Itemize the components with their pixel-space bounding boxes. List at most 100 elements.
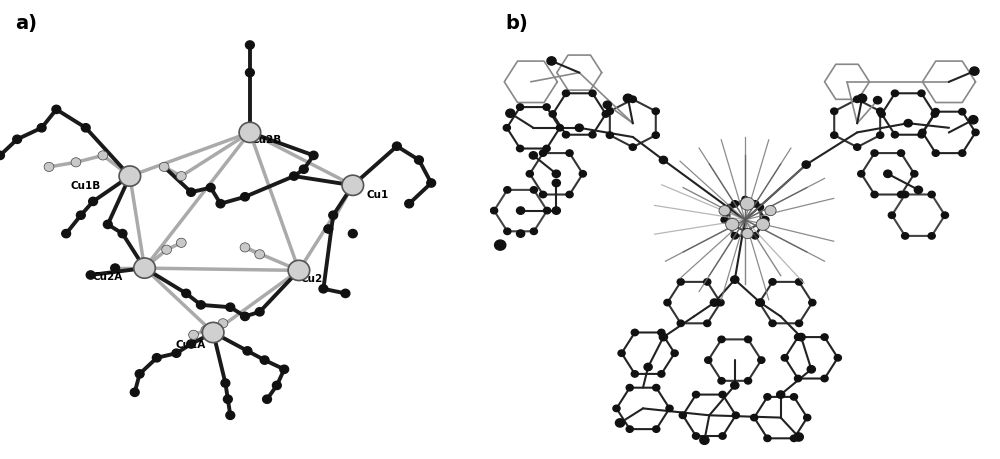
Circle shape	[226, 411, 235, 420]
Circle shape	[631, 330, 638, 336]
Circle shape	[575, 125, 583, 132]
Circle shape	[506, 110, 515, 118]
Circle shape	[692, 433, 700, 439]
Circle shape	[821, 334, 828, 341]
Circle shape	[969, 116, 978, 125]
Circle shape	[552, 207, 560, 215]
Circle shape	[98, 151, 108, 161]
Circle shape	[606, 133, 613, 139]
Circle shape	[552, 171, 560, 178]
Circle shape	[495, 241, 506, 251]
Circle shape	[758, 357, 765, 364]
Circle shape	[652, 109, 659, 115]
Circle shape	[679, 412, 686, 419]
Circle shape	[589, 132, 596, 139]
Circle shape	[854, 97, 861, 103]
Circle shape	[44, 163, 54, 172]
Circle shape	[904, 120, 912, 128]
Circle shape	[241, 193, 249, 202]
Circle shape	[526, 171, 533, 178]
Circle shape	[626, 426, 633, 432]
Circle shape	[659, 157, 667, 164]
Circle shape	[821, 375, 828, 382]
Circle shape	[290, 173, 298, 181]
Circle shape	[740, 198, 755, 211]
Circle shape	[348, 230, 357, 238]
Circle shape	[731, 276, 739, 284]
Circle shape	[931, 112, 938, 118]
Circle shape	[914, 187, 922, 194]
Circle shape	[752, 201, 759, 207]
Circle shape	[752, 233, 759, 240]
Circle shape	[874, 97, 882, 105]
Circle shape	[891, 132, 899, 139]
Circle shape	[744, 336, 752, 343]
Text: Cu1B: Cu1B	[71, 181, 101, 191]
Circle shape	[405, 200, 414, 208]
Circle shape	[807, 366, 815, 373]
Circle shape	[700, 436, 709, 444]
Circle shape	[719, 392, 726, 398]
Circle shape	[932, 109, 939, 116]
Circle shape	[517, 105, 524, 111]
Circle shape	[664, 300, 671, 306]
Circle shape	[659, 334, 667, 341]
Circle shape	[243, 347, 252, 355]
Circle shape	[777, 391, 785, 398]
Circle shape	[130, 388, 139, 397]
Circle shape	[152, 354, 161, 362]
Circle shape	[710, 299, 718, 307]
Circle shape	[756, 219, 769, 231]
Circle shape	[928, 233, 935, 240]
Circle shape	[280, 365, 289, 374]
Circle shape	[176, 172, 186, 181]
Circle shape	[795, 320, 803, 327]
Circle shape	[719, 206, 730, 216]
Circle shape	[76, 212, 85, 220]
Circle shape	[288, 261, 310, 281]
Circle shape	[891, 91, 899, 97]
Circle shape	[547, 58, 556, 66]
Circle shape	[918, 91, 925, 97]
Circle shape	[762, 217, 769, 224]
Text: Cu1A: Cu1A	[176, 339, 206, 349]
Circle shape	[530, 187, 537, 194]
Circle shape	[644, 364, 652, 371]
Circle shape	[86, 271, 95, 280]
Circle shape	[897, 192, 905, 198]
Circle shape	[831, 133, 838, 139]
Circle shape	[631, 371, 638, 377]
Circle shape	[37, 124, 46, 133]
Circle shape	[831, 109, 838, 115]
Circle shape	[13, 136, 22, 144]
Circle shape	[721, 217, 728, 224]
Circle shape	[504, 229, 511, 235]
Circle shape	[731, 201, 738, 207]
Circle shape	[756, 300, 763, 306]
Circle shape	[206, 184, 215, 192]
Circle shape	[970, 68, 979, 76]
Circle shape	[543, 105, 550, 111]
Circle shape	[517, 146, 524, 152]
Circle shape	[742, 229, 753, 239]
Circle shape	[751, 414, 758, 421]
Circle shape	[544, 208, 551, 214]
Circle shape	[972, 130, 979, 136]
Circle shape	[959, 109, 966, 116]
Circle shape	[804, 414, 811, 421]
Circle shape	[765, 206, 776, 216]
Circle shape	[618, 350, 625, 357]
Circle shape	[606, 109, 613, 115]
Circle shape	[704, 320, 711, 327]
Circle shape	[795, 279, 803, 285]
Circle shape	[552, 180, 560, 187]
Circle shape	[802, 162, 810, 169]
Circle shape	[877, 109, 884, 115]
Circle shape	[201, 326, 211, 335]
Circle shape	[769, 279, 776, 285]
Circle shape	[240, 243, 250, 252]
Circle shape	[677, 279, 684, 285]
Circle shape	[928, 192, 935, 198]
Circle shape	[629, 97, 636, 103]
Circle shape	[119, 167, 141, 187]
